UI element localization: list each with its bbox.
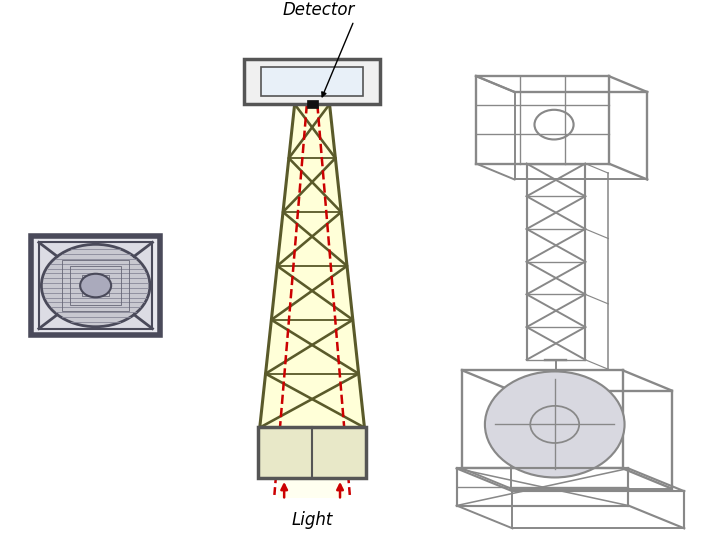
Bar xyxy=(62,261,129,311)
Text: Detector: Detector xyxy=(283,1,355,19)
Bar xyxy=(31,236,161,335)
Circle shape xyxy=(80,274,111,298)
Polygon shape xyxy=(260,104,365,428)
Bar xyxy=(306,100,318,108)
Bar xyxy=(39,242,153,328)
Bar xyxy=(70,266,121,305)
Circle shape xyxy=(41,245,150,327)
Polygon shape xyxy=(278,477,346,497)
Bar xyxy=(258,427,366,477)
Bar xyxy=(82,275,109,296)
Bar xyxy=(244,59,380,104)
Bar xyxy=(261,67,363,96)
Text: Light: Light xyxy=(292,511,333,529)
Circle shape xyxy=(485,371,625,477)
